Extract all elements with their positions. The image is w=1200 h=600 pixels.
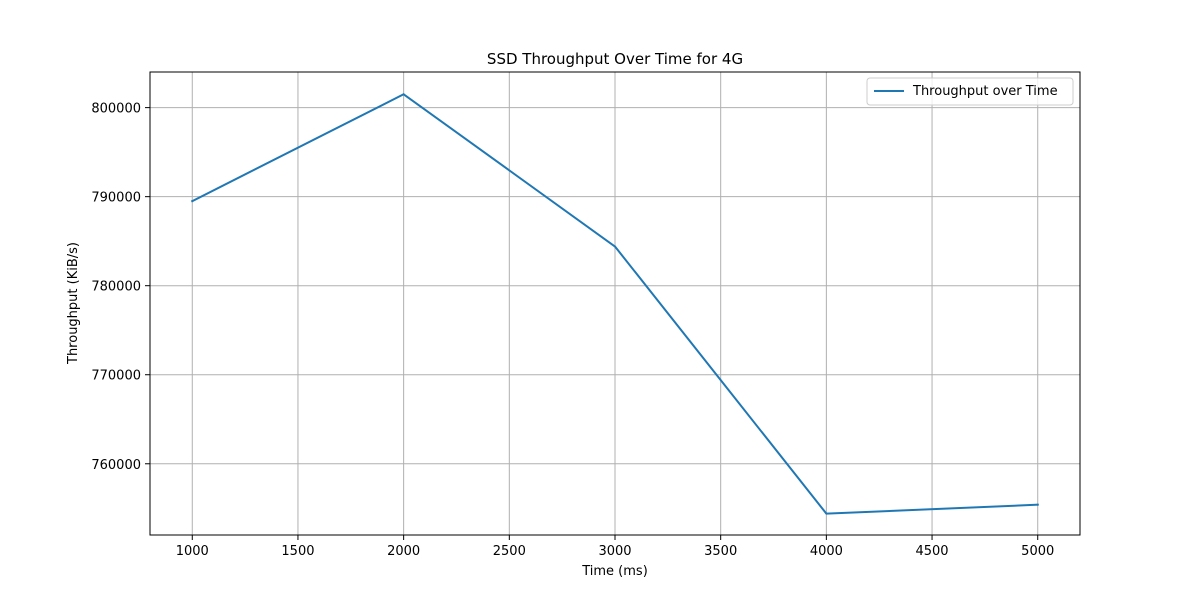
chart-title: SSD Throughput Over Time for 4G	[487, 50, 743, 68]
y-tick-label: 790000	[91, 191, 141, 206]
series-layer	[190, 93, 1039, 515]
legend-box	[866, 77, 1074, 106]
x-tick-label: 4500	[915, 544, 948, 559]
x-tick-label: 1500	[281, 544, 314, 559]
x-tick-label: 5000	[1021, 544, 1054, 559]
y-tick-label: 780000	[91, 280, 141, 295]
legend-entry-label: Throughput over Time	[912, 84, 1058, 99]
y-tick-label: 800000	[91, 102, 141, 117]
x-tick-label: 3500	[704, 544, 737, 559]
data-point	[402, 93, 405, 96]
y-ticks: 760000 770000 780000 790000 800000	[91, 102, 150, 473]
data-point	[614, 245, 616, 248]
x-tick-label: 2000	[387, 544, 420, 559]
data-point	[1036, 503, 1039, 506]
y-tick-label: 760000	[91, 458, 141, 473]
y-axis-label: Throughput (KiB/s)	[66, 242, 81, 365]
data-point	[191, 200, 194, 203]
grid-lines	[150, 72, 1080, 535]
y-tick-label: 770000	[91, 369, 141, 384]
x-tick-label: 3000	[598, 544, 631, 559]
x-tick-label: 1000	[176, 544, 209, 559]
data-point	[825, 512, 828, 515]
x-tick-label: 4000	[810, 544, 843, 559]
legend: Throughput over Time	[866, 77, 1074, 106]
x-tick-label: 2500	[493, 544, 526, 559]
x-axis-label: Time (ms)	[581, 564, 648, 579]
x-ticks: 1000 1500 2000 2500 3000 3500 4000 4500 5000	[176, 535, 1054, 559]
